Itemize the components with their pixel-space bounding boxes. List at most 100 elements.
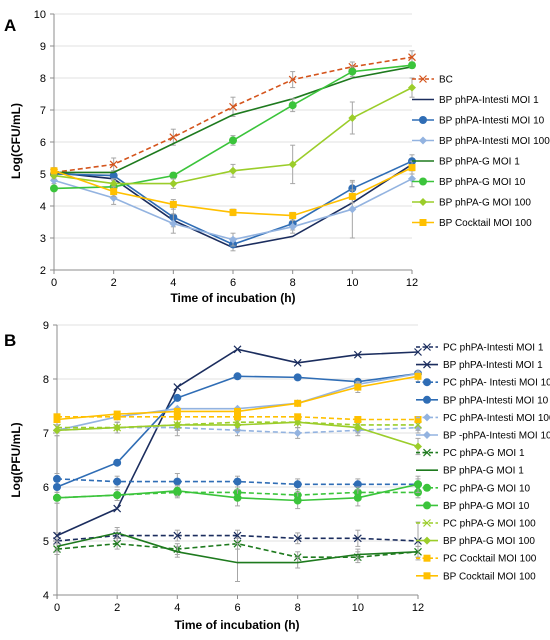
- data-point: [169, 171, 178, 180]
- x-tick-label: 12: [406, 277, 418, 289]
- x-tick-label: 8: [295, 602, 301, 614]
- data-point: [53, 426, 61, 435]
- legend-entry: BP phPA-G MOI 100: [412, 198, 531, 209]
- x-tick-label: 12: [412, 602, 424, 614]
- y-tick-label: 7: [40, 105, 46, 117]
- data-point: [53, 474, 61, 483]
- y-tick-label: 6: [43, 482, 49, 494]
- data-point: [348, 205, 357, 214]
- data-point: [293, 496, 302, 505]
- data-point: [353, 534, 362, 543]
- legend-marker: [423, 483, 431, 492]
- data-point: [113, 477, 122, 486]
- x-tick-label: 8: [290, 277, 296, 289]
- data-point: [233, 477, 242, 486]
- data-point: [234, 413, 241, 421]
- data-point: [229, 102, 237, 111]
- data-point: [169, 179, 178, 188]
- legend-marker: [423, 395, 431, 404]
- data-point: [50, 167, 58, 175]
- x-tick-label: 4: [174, 602, 180, 614]
- data-point: [173, 407, 181, 415]
- legend-label: PC phPA-G MOI 10: [443, 483, 531, 494]
- panel-b: B 4 5 6 7 8 9 0 2 4 6 8 10 12 Time of incubation (h…: [4, 320, 550, 632]
- data-point: [113, 539, 122, 548]
- data-point: [173, 420, 182, 429]
- data-point: [229, 208, 237, 216]
- legend-label: BP phPA-Intesti MOI 1: [439, 95, 539, 106]
- legend-entry: BP phPA-G MOI 10: [416, 501, 530, 512]
- x-tick-label: 0: [54, 602, 60, 614]
- legend-entry: BP Cocktail MOI 100: [416, 571, 536, 582]
- legend-entry: BP phPA-G MOI 1: [412, 157, 520, 168]
- series-9: [53, 475, 422, 510]
- data-point: [113, 504, 122, 513]
- data-point: [234, 407, 241, 415]
- legend-label: PC phPA-Intesti MOI 100: [443, 413, 550, 424]
- data-point: [414, 372, 422, 380]
- series-7: [54, 527, 421, 582]
- data-point: [169, 219, 178, 228]
- x-tick-label: 6: [230, 277, 236, 289]
- data-point: [233, 372, 242, 381]
- data-point: [348, 192, 356, 200]
- x-tick-label: 10: [352, 602, 364, 614]
- legend-entry: PC phPA-G MOI 100: [416, 519, 536, 530]
- y-tick-label: 4: [43, 590, 49, 602]
- legend-label: BP Cocktail MOI 100: [443, 571, 536, 582]
- legend-entry: PC phPA-G MOI 10: [416, 483, 531, 494]
- data-point: [288, 101, 297, 110]
- data-point: [109, 160, 118, 169]
- y-tick-label: 6: [40, 137, 46, 149]
- data-point: [353, 423, 362, 432]
- y-tick-label: 8: [40, 73, 46, 85]
- legend-marker: [423, 501, 431, 510]
- panel-b-letter: B: [4, 331, 16, 350]
- panel-b-x-axis-label: Time of incubation (h): [174, 618, 299, 632]
- legend-entry: PC phPA-Intesti MOI 100: [416, 413, 550, 424]
- legend-entry: PC phPA-Intesti MOI 1: [416, 343, 544, 354]
- data-point: [173, 531, 182, 540]
- data-point: [408, 61, 416, 70]
- legend-marker: [423, 431, 431, 439]
- data-point: [289, 212, 297, 220]
- data-point: [408, 164, 416, 172]
- data-point: [229, 136, 237, 145]
- data-point: [53, 531, 61, 540]
- y-tick-label: 3: [40, 233, 46, 245]
- data-point: [53, 493, 61, 502]
- legend-label: BP Cocktail MOI 100: [439, 218, 532, 229]
- data-point: [229, 235, 237, 244]
- y-tick-label: 5: [43, 536, 49, 548]
- y-tick-label: 7: [43, 428, 49, 440]
- legend-entry: PC phPA-G MOI 1: [416, 448, 525, 459]
- series-11: [53, 416, 422, 456]
- y-tick-label: 5: [40, 169, 46, 181]
- data-point: [229, 166, 237, 175]
- legend-entry: BP phPA-Intesti MOI 100: [412, 136, 550, 147]
- data-point: [348, 114, 357, 122]
- legend-marker: [423, 378, 431, 387]
- data-point: [110, 188, 118, 196]
- panel-b-legend: PC phPA-Intesti MOI 1 BP phPA-Intesti MOI…: [416, 343, 550, 582]
- legend-label: BP phPA-G MOI 1: [439, 157, 520, 168]
- data-point: [293, 480, 302, 489]
- data-point: [173, 477, 182, 486]
- panel-a-y-axis-label: Log(CFU/mL): [9, 103, 23, 179]
- panel-a-series: [50, 50, 416, 252]
- data-point: [288, 75, 297, 84]
- legend-entry: PC phPA- Intesti MOI 10: [416, 378, 550, 389]
- data-point: [109, 171, 118, 180]
- legend-label: BP phPA-Intesti MOI 10: [439, 116, 545, 127]
- legend-label: BC: [439, 75, 453, 86]
- data-point: [173, 393, 182, 402]
- data-point: [169, 200, 177, 208]
- y-tick-label: 9: [40, 41, 46, 53]
- data-point: [288, 222, 297, 231]
- legend-entry: BP phPA-G MOI 100: [416, 536, 535, 547]
- legend-entry: BP phPA-Intesti MOI 1: [416, 360, 543, 371]
- data-point: [113, 423, 122, 432]
- legend-marker: [419, 116, 427, 124]
- y-tick-label: 10: [34, 9, 46, 21]
